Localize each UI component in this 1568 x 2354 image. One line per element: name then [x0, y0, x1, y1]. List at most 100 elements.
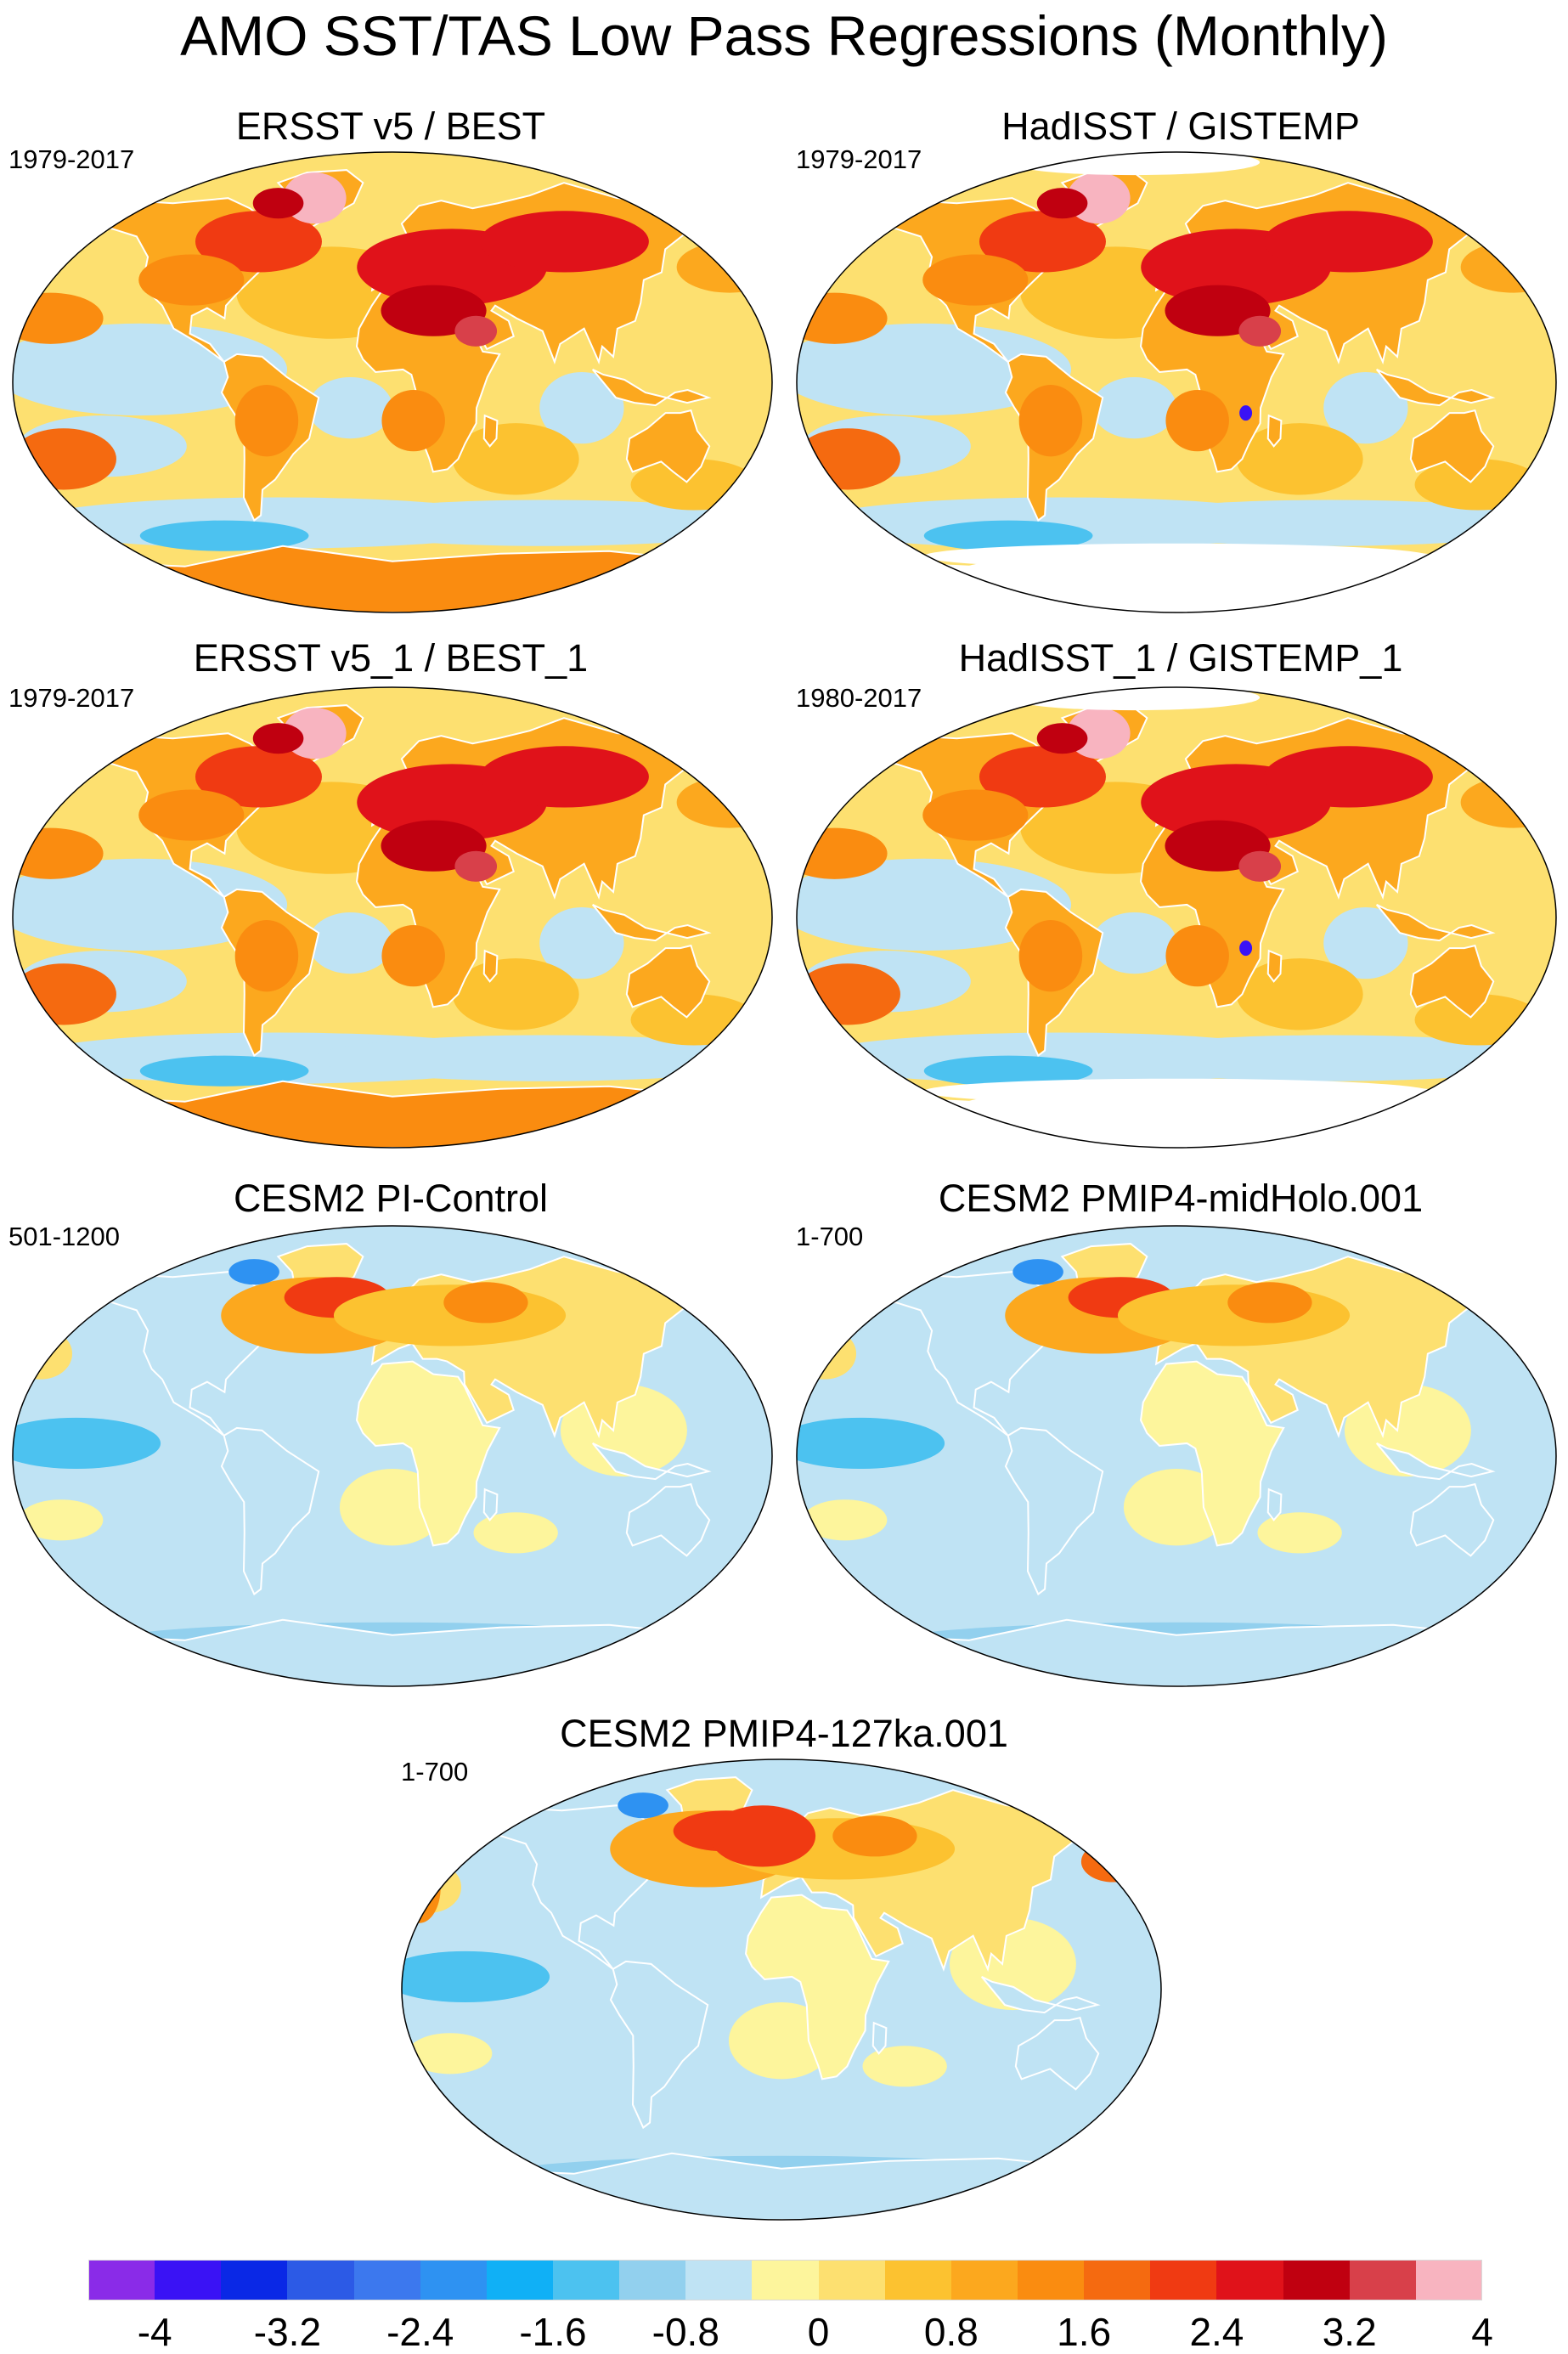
anomaly-region — [313, 500, 772, 546]
anomaly-region — [19, 1499, 104, 1541]
anomaly-region — [979, 211, 1106, 273]
anomaly-region — [13, 1417, 161, 1470]
panel-title: ERSST v5_1 / BEST_1 — [193, 636, 589, 680]
anomaly-region — [13, 428, 116, 490]
anomaly-region — [139, 520, 309, 551]
anomaly-region — [539, 371, 624, 444]
anomaly-region — [195, 211, 322, 273]
panel-period: 501-1200 — [8, 1222, 121, 1251]
anomaly-region — [923, 520, 1093, 551]
figure-title: AMO SST/TAS Low Pass Regressions (Monthl… — [180, 4, 1388, 67]
anomaly-region — [313, 1035, 772, 1081]
map-border — [796, 686, 1557, 1149]
map-border — [12, 1225, 773, 1687]
colorbar-label: -0.8 — [651, 2310, 719, 2354]
madagascar-landmass — [482, 949, 499, 983]
anomaly-region — [381, 390, 445, 452]
anomaly-region — [408, 2033, 493, 2075]
map-border — [12, 151, 773, 613]
panel-title: CESM2 PMIP4-midHolo.001 — [938, 1177, 1424, 1220]
anomaly-region — [138, 254, 245, 306]
map-field — [797, 687, 1556, 1148]
colorbar-box — [950, 2260, 1018, 2300]
madagascar-landmass — [1266, 414, 1283, 448]
panel-period: 1-700 — [796, 1222, 864, 1251]
indonesia-landmass — [591, 369, 712, 407]
colorbar-box — [420, 2260, 488, 2300]
colorbar-box — [553, 2260, 620, 2300]
colorbar-box — [1415, 2260, 1483, 2300]
map-panel — [12, 1225, 773, 1687]
anomaly-region — [618, 1792, 668, 1819]
madagascar-landmass — [1266, 949, 1283, 983]
anomaly-region — [381, 925, 445, 987]
anomaly-region — [1239, 940, 1253, 957]
map-border — [401, 1758, 1162, 2221]
map-border — [796, 1225, 1557, 1687]
anomaly-region — [1018, 385, 1083, 457]
anomaly-region — [13, 1328, 73, 1380]
map-border — [796, 151, 1557, 613]
anomaly-region — [307, 912, 393, 974]
panel-title: HadISST / GISTEMP — [1001, 104, 1360, 148]
colorbar-box — [88, 2260, 155, 2300]
anomaly-region — [443, 1282, 528, 1324]
colorbar-frame — [88, 2260, 1482, 2300]
map-field — [797, 152, 1556, 612]
map-panel — [12, 686, 773, 1149]
panel-period: 1-700 — [401, 1757, 469, 1787]
anomaly-region — [922, 254, 1029, 306]
indonesia-landmass — [980, 1976, 1101, 2014]
australia-landmass — [1014, 2016, 1100, 2091]
indonesia-landmass — [1375, 369, 1496, 407]
anomaly-region — [797, 1417, 945, 1470]
anomaly-region — [797, 323, 1072, 416]
africa-landmass — [1139, 1360, 1285, 1547]
colorbar-box — [752, 2260, 820, 2300]
indonesia-landmass — [591, 904, 712, 942]
colorbar-box — [1150, 2260, 1217, 2300]
map-panel — [401, 1758, 1162, 2221]
anomaly-region — [923, 1055, 1093, 1087]
anomaly-region — [832, 1815, 917, 1857]
map-field — [13, 687, 772, 1148]
colorbar-label: -4 — [137, 2310, 172, 2354]
colorbar-box — [486, 2260, 554, 2300]
panel-period: 1980-2017 — [796, 683, 922, 713]
anomaly-region — [234, 920, 299, 992]
anomaly-region — [1323, 371, 1408, 444]
madagascar-landmass — [871, 2021, 888, 2055]
map-panel — [796, 686, 1557, 1149]
anomaly-region — [797, 1328, 857, 1380]
anomaly-region — [797, 428, 900, 490]
anomaly-region — [252, 723, 304, 754]
anomaly-region — [797, 858, 1072, 951]
panel-title: CESM2 PI-Control — [233, 1177, 549, 1220]
australia-landmass — [625, 409, 711, 483]
africa-landmass — [355, 1360, 501, 1547]
samerica-landmass — [1004, 1426, 1104, 1596]
anomaly-region — [234, 385, 299, 457]
madagascar-landmass — [1266, 1487, 1283, 1521]
colorbar-label: -3.2 — [253, 2310, 322, 2354]
anomaly-region — [13, 323, 288, 416]
indonesia-landmass — [1375, 904, 1496, 942]
colorbar-label: 4 — [1471, 2310, 1493, 2354]
samerica-landmass — [220, 1426, 320, 1596]
samerica-landmass — [609, 1960, 709, 2130]
anomaly-region — [539, 906, 624, 979]
map-border — [12, 686, 773, 1149]
anomaly-region — [139, 1055, 309, 1087]
anomaly-region — [923, 1078, 1430, 1104]
colorbar-box — [221, 2260, 288, 2300]
panel-period: 1979-2017 — [8, 144, 135, 174]
panel-title: HadISST_1 / GISTEMP_1 — [958, 636, 1403, 680]
anomaly-region — [480, 211, 649, 273]
madagascar-landmass — [482, 414, 499, 448]
anomaly-region — [402, 1950, 550, 2003]
anomaly-region — [979, 746, 1106, 808]
anomaly-region — [1091, 912, 1177, 974]
anomaly-region — [452, 958, 579, 1030]
colorbar-label: 1.6 — [1057, 2310, 1112, 2354]
anomaly-region — [402, 1851, 441, 1923]
